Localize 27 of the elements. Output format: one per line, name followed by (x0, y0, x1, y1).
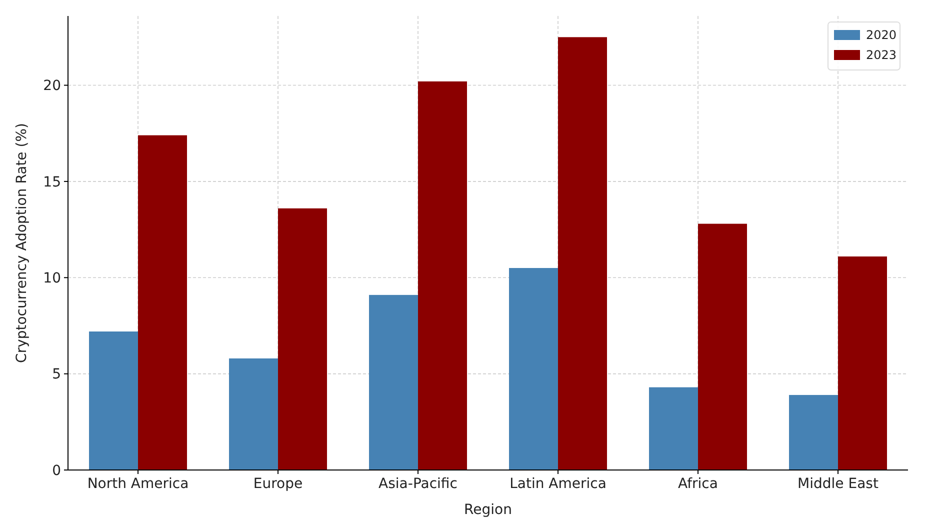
x-axis-title: Region (464, 502, 512, 518)
bar (138, 135, 187, 470)
bar (418, 81, 467, 470)
y-tick-label: 5 (52, 366, 61, 383)
x-tick-label: Latin America (510, 476, 606, 492)
y-tick-label: 10 (43, 270, 61, 287)
y-tick-label: 20 (43, 78, 61, 94)
legend-label: 2023 (866, 48, 897, 62)
bar (558, 37, 607, 470)
bar (89, 331, 138, 470)
y-tick-label: 0 (52, 462, 61, 479)
x-tick-label: Europe (253, 476, 303, 492)
legend-label: 2020 (866, 28, 897, 42)
bar (838, 256, 887, 470)
x-tick-label: Middle East (798, 476, 879, 492)
bar (649, 387, 698, 470)
x-tick-label: North America (87, 476, 189, 492)
x-tick-label: Asia-Pacific (378, 476, 458, 492)
y-axis-title: Cryptocurrency Adoption Rate (%) (14, 123, 30, 363)
bar (229, 358, 278, 470)
bar (698, 224, 747, 470)
y-tick-label: 15 (43, 174, 61, 190)
bar (509, 268, 558, 470)
bar (278, 208, 327, 470)
bar (369, 294, 418, 470)
bar (789, 394, 838, 470)
x-tick-label: Africa (678, 476, 718, 492)
